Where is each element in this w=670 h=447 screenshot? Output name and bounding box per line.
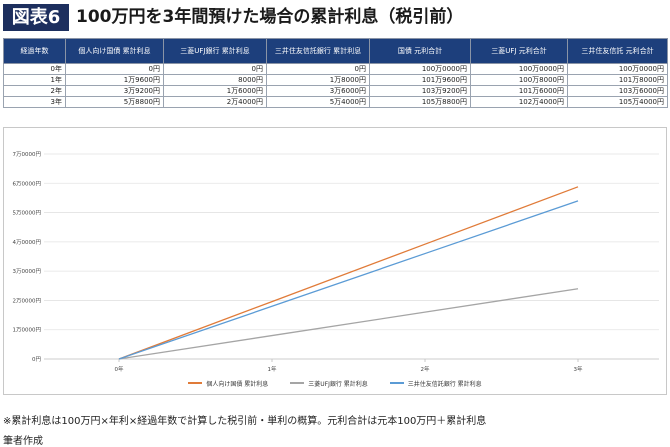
- table-cell: 1万6000円: [163, 85, 267, 97]
- table-cell: 3年: [3, 96, 66, 108]
- y-tick-label: 3万0000円: [13, 268, 42, 275]
- legend-item: 三井住友信託銀行 累計利息: [389, 377, 482, 389]
- table-cell: 100万0000円: [470, 63, 568, 75]
- source-credit: 筆者作成: [3, 436, 43, 447]
- table-cell: 0年: [3, 63, 66, 75]
- y-tick-label: 0円: [32, 356, 41, 363]
- table-cell: 102万4000円: [470, 96, 568, 108]
- column-header: 三井住友信託 元利合計: [567, 38, 668, 64]
- table-cell: 3万9200円: [65, 85, 164, 97]
- x-tick-label: 0年: [115, 365, 124, 373]
- y-tick-label: 7万0000円: [13, 151, 42, 158]
- series-line: [118, 200, 579, 360]
- legend-label: 個人向け国債 累計利息: [206, 380, 269, 388]
- y-tick-label: 4万0000円: [13, 239, 42, 246]
- table-cell: 103万6000円: [567, 85, 668, 97]
- column-header: 個人向け国債 累計利息: [65, 38, 164, 64]
- line-chart: 0円 1万0000円 2万0000円 3万0000円 4万0000円 5万0000円 6万0…: [3, 127, 667, 395]
- table-row: 0年 0円 0円 0円 100万0000円 100万0000円 100万0000…: [3, 63, 668, 75]
- table-cell: 2万4000円: [163, 96, 267, 108]
- table-cell: 100万0000円: [567, 63, 668, 75]
- legend-item: 三菱UFJ銀行 累計利息: [290, 377, 368, 389]
- table-cell: 0円: [65, 63, 164, 75]
- legend-swatch: [188, 382, 203, 384]
- legend-label: 三菱UFJ銀行 累計利息: [308, 380, 368, 388]
- header: 図表6 100万円を3年間預けた場合の累計利息（税引前）: [0, 0, 670, 36]
- footnote: ※累計利息は100万円×年利×経過年数で計算した税引前・単利の概算。元利合計は元…: [3, 416, 487, 427]
- table-cell: 101万8000円: [567, 74, 668, 86]
- table-row: 1年 1万9600円 8000円 1万8000円 101万9600円 100万8…: [3, 74, 668, 86]
- table-cell: 5万4000円: [266, 96, 370, 108]
- table-cell: 1万8000円: [266, 74, 370, 86]
- column-header: 三菱UFJ 元利合計: [470, 38, 568, 64]
- x-tick-label: 2年: [421, 365, 430, 373]
- table-cell: 1年: [3, 74, 66, 86]
- table-row: 3年 5万8800円 2万4000円 5万4000円 105万8800円 102…: [3, 96, 668, 108]
- series-line: [118, 186, 579, 360]
- column-header: 三菱UFJ銀行 累計利息: [163, 38, 267, 64]
- table-cell: 100万0000円: [369, 63, 471, 75]
- page-title: 100万円を3年間預けた場合の累計利息（税引前）: [76, 7, 464, 27]
- table-cell: 3万6000円: [266, 85, 370, 97]
- table-cell: 8000円: [163, 74, 267, 86]
- table-cell: 2年: [3, 85, 66, 97]
- table-cell: 105万8800円: [369, 96, 471, 108]
- x-tick-label: 1年: [268, 365, 277, 373]
- series-line: [118, 288, 579, 360]
- legend-item: 個人向け国債 累計利息: [188, 377, 268, 389]
- column-header: 経過年数: [3, 38, 66, 64]
- figure-badge: 図表6: [3, 4, 69, 31]
- table-cell: 105万4000円: [567, 96, 668, 108]
- table-cell: 103万9200円: [369, 85, 471, 97]
- x-tick-label: 3年: [574, 365, 583, 373]
- chart-legend: 個人向け国債 累計利息 三菱UFJ銀行 累計利息 三井住友信託銀行 累計利息: [4, 377, 666, 389]
- table-cell: 1万9600円: [65, 74, 164, 86]
- table-cell: 101万9600円: [369, 74, 471, 86]
- table-row: 2年 3万9200円 1万6000円 3万6000円 103万9200円 101…: [3, 85, 668, 97]
- interest-table: 経過年数 個人向け国債 累計利息 三菱UFJ銀行 累計利息 三井住友信託銀行 累…: [3, 38, 668, 108]
- y-tick-label: 1万0000円: [13, 327, 42, 334]
- table-cell: 0円: [163, 63, 267, 75]
- table-cell: 101万6000円: [470, 85, 568, 97]
- legend-swatch: [389, 382, 404, 384]
- legend-label: 三井住友信託銀行 累計利息: [407, 380, 482, 388]
- table-cell: 100万8000円: [470, 74, 568, 86]
- y-tick-label: 6万0000円: [13, 180, 42, 187]
- table-cell: 0円: [266, 63, 370, 75]
- chart-svg: 0円 1万0000円 2万0000円 3万0000円 4万0000円 5万0000円 6万0…: [13, 151, 659, 373]
- column-header: 三井住友信託銀行 累計利息: [266, 38, 370, 64]
- table-cell: 5万8800円: [65, 96, 164, 108]
- legend-swatch: [290, 382, 305, 384]
- y-tick-label: 2万0000円: [13, 297, 42, 304]
- table-header-row: 経過年数 個人向け国債 累計利息 三菱UFJ銀行 累計利息 三井住友信託銀行 累…: [3, 38, 668, 64]
- y-tick-label: 5万0000円: [13, 210, 42, 217]
- column-header: 国債 元利合計: [369, 38, 471, 64]
